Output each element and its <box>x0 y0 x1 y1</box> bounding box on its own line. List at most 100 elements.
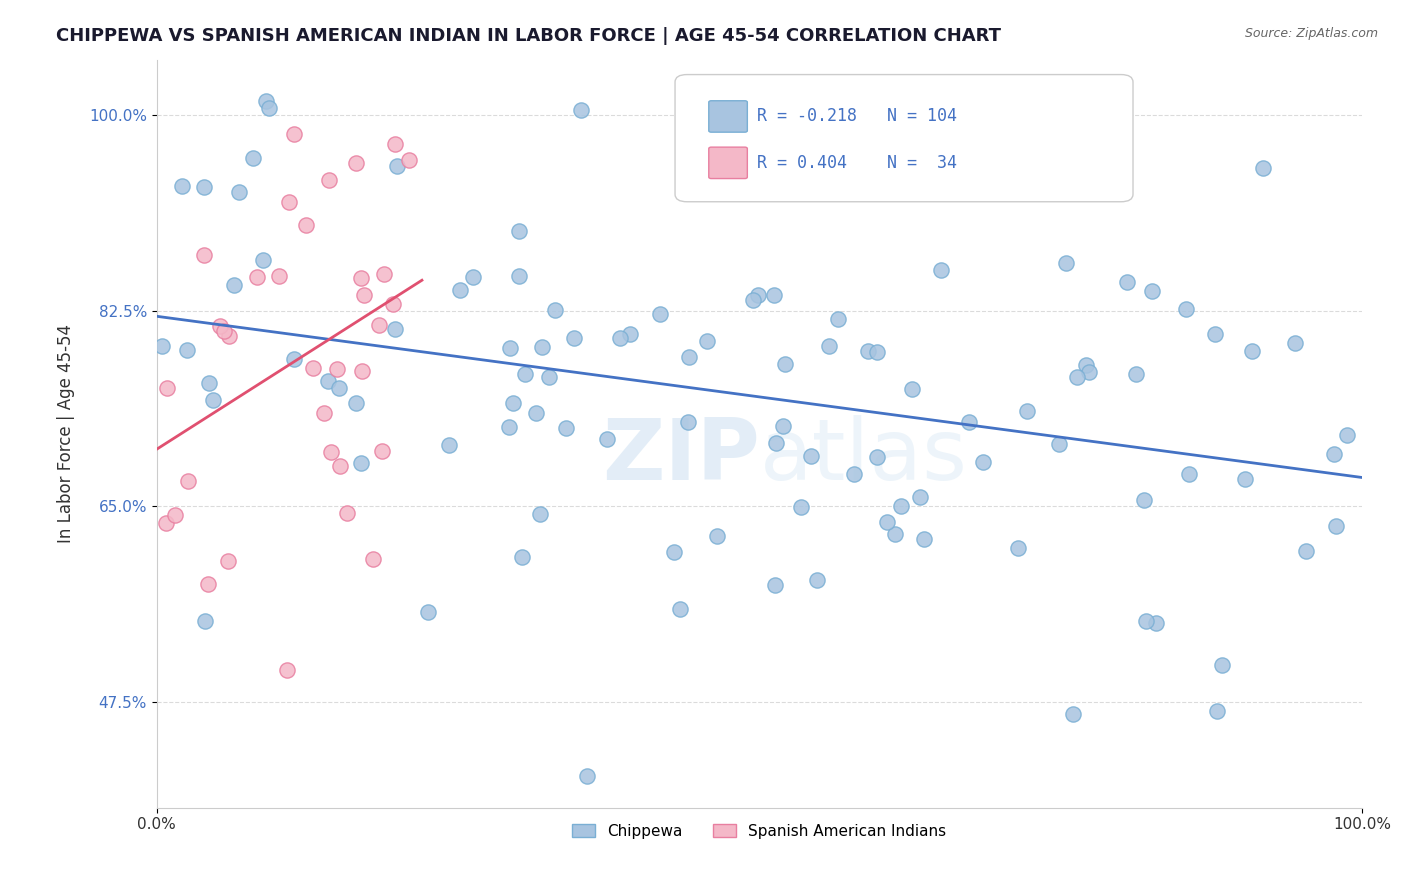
Point <box>277 194 299 209</box>
Point <box>1295 543 1317 558</box>
Point <box>498 342 520 356</box>
Point <box>1135 614 1157 628</box>
Point <box>328 381 350 395</box>
Point <box>314 405 336 419</box>
Point <box>569 103 592 117</box>
Point <box>765 436 787 450</box>
Point <box>508 269 530 284</box>
Point <box>957 415 980 429</box>
Point <box>884 527 907 541</box>
Point <box>1240 343 1263 358</box>
Point <box>508 224 530 238</box>
Point <box>371 443 394 458</box>
Point <box>866 345 889 359</box>
Point <box>214 324 236 338</box>
Text: CHIPPEWA VS SPANISH AMERICAN INDIAN IN LABOR FORCE | AGE 45-54 CORRELATION CHART: CHIPPEWA VS SPANISH AMERICAN INDIAN IN L… <box>56 27 1001 45</box>
Point <box>1062 706 1084 721</box>
Point <box>866 450 889 464</box>
Point <box>461 270 484 285</box>
FancyBboxPatch shape <box>675 75 1133 202</box>
Point <box>524 406 547 420</box>
Point <box>336 506 359 520</box>
Point <box>1174 301 1197 316</box>
Point <box>538 370 561 384</box>
Point <box>329 459 352 474</box>
Point <box>763 287 786 301</box>
Point <box>669 602 692 616</box>
Y-axis label: In Labor Force | Age 45-54: In Labor Force | Age 45-54 <box>58 324 75 543</box>
Point <box>1047 436 1070 450</box>
Point <box>177 474 200 488</box>
Point <box>555 421 578 435</box>
Point <box>1233 472 1256 486</box>
Point <box>193 248 215 262</box>
Point <box>664 545 686 559</box>
Point <box>283 128 305 142</box>
Point <box>800 449 823 463</box>
Point <box>742 293 765 307</box>
Point <box>890 500 912 514</box>
Point <box>194 614 217 628</box>
Point <box>242 151 264 165</box>
Point <box>155 516 177 530</box>
FancyBboxPatch shape <box>709 147 748 178</box>
Point <box>217 553 239 567</box>
Point <box>321 444 343 458</box>
Point <box>301 361 323 376</box>
Text: ZIP: ZIP <box>602 415 759 498</box>
Point <box>449 283 471 297</box>
Point <box>1125 367 1147 381</box>
Point <box>283 351 305 366</box>
Point <box>1144 616 1167 631</box>
Point <box>155 381 177 395</box>
Point <box>910 490 932 504</box>
Point <box>1323 447 1346 461</box>
Point <box>718 95 741 110</box>
Point <box>775 357 797 371</box>
Point <box>1251 161 1274 175</box>
Point <box>193 179 215 194</box>
Point <box>368 318 391 332</box>
Point <box>1211 658 1233 673</box>
Text: R = -0.218   N = 104: R = -0.218 N = 104 <box>756 107 957 126</box>
Point <box>218 328 240 343</box>
Point <box>384 136 406 151</box>
Point <box>1142 284 1164 298</box>
Point <box>326 362 349 376</box>
Point <box>1178 467 1201 481</box>
Point <box>252 253 274 268</box>
Point <box>254 95 277 109</box>
Point <box>163 508 186 523</box>
Point <box>344 396 367 410</box>
Point <box>498 420 520 434</box>
Point <box>398 153 420 167</box>
Point <box>224 278 246 293</box>
Point <box>259 101 281 115</box>
Point <box>267 268 290 283</box>
Point <box>676 415 699 429</box>
Point <box>361 551 384 566</box>
Legend: Chippewa, Spanish American Indians: Chippewa, Spanish American Indians <box>567 818 953 845</box>
Point <box>648 307 671 321</box>
Point <box>228 185 250 199</box>
Point <box>344 156 367 170</box>
Point <box>842 467 865 481</box>
Point <box>609 331 631 345</box>
Point <box>619 326 641 341</box>
Point <box>352 364 374 378</box>
Point <box>197 376 219 390</box>
Point <box>972 455 994 469</box>
Point <box>772 419 794 434</box>
Point <box>562 331 585 345</box>
Point <box>150 339 173 353</box>
Point <box>294 218 316 232</box>
Point <box>170 179 193 194</box>
Point <box>1007 541 1029 555</box>
Point <box>1066 369 1088 384</box>
Point <box>1206 705 1229 719</box>
Point <box>209 319 232 334</box>
Point <box>349 456 371 470</box>
Text: R = 0.404    N =  34: R = 0.404 N = 34 <box>756 153 957 172</box>
Point <box>1116 275 1139 289</box>
Point <box>384 322 406 336</box>
